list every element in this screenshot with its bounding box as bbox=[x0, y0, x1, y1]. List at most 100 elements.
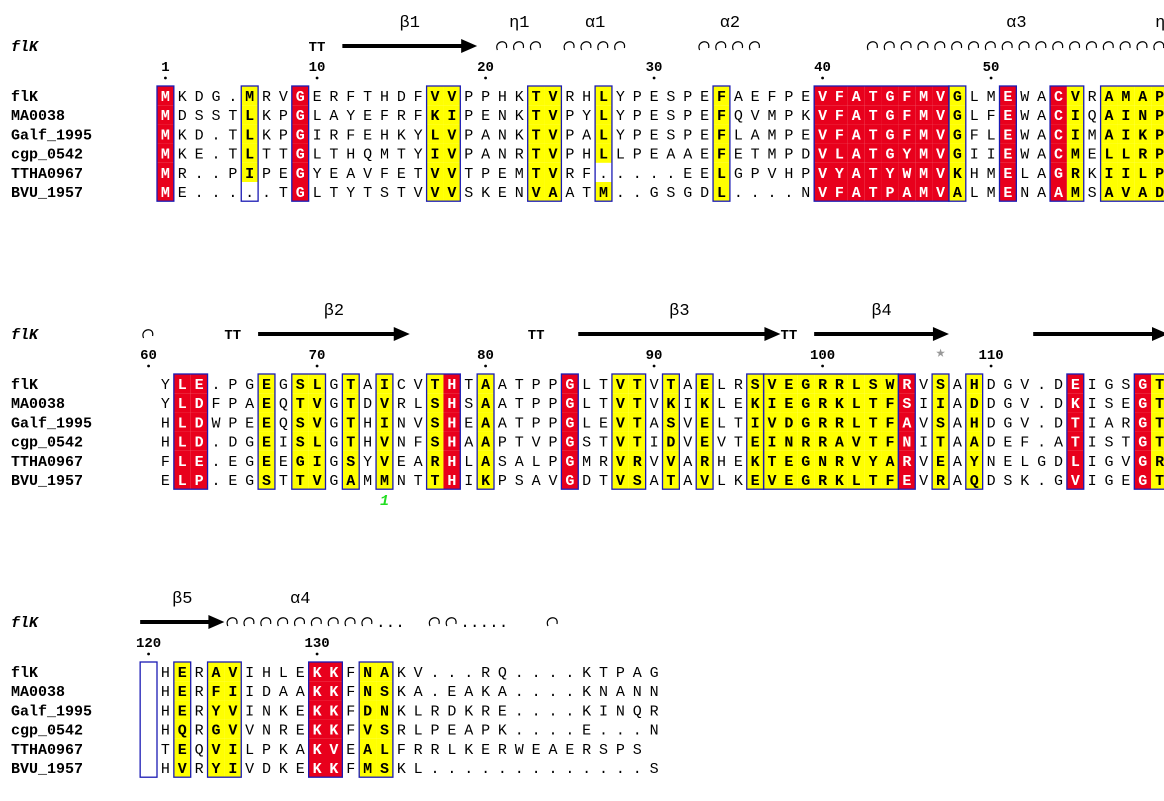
similar-cell bbox=[173, 700, 191, 720]
residue: R bbox=[818, 396, 827, 413]
identical-cell bbox=[898, 86, 916, 106]
ruler-number: 110 bbox=[978, 348, 1003, 364]
residue: S bbox=[464, 185, 473, 202]
residue: A bbox=[633, 665, 642, 682]
similar-cell bbox=[847, 450, 865, 470]
similar-cell bbox=[696, 412, 714, 432]
similar-cell bbox=[1151, 162, 1164, 182]
residue: V bbox=[919, 454, 928, 471]
identical-cell bbox=[1134, 393, 1152, 413]
residue: V bbox=[313, 415, 322, 432]
identical-cell bbox=[1066, 412, 1084, 432]
residue: K bbox=[279, 703, 288, 720]
residue: P bbox=[1155, 147, 1164, 164]
residue: P bbox=[885, 185, 894, 202]
residue: G bbox=[565, 415, 574, 432]
identical-cell bbox=[308, 758, 326, 778]
residue: R bbox=[498, 742, 507, 759]
residue: T bbox=[346, 377, 355, 394]
residue: . bbox=[565, 665, 574, 682]
residue: F bbox=[346, 127, 355, 144]
residue: . bbox=[616, 761, 625, 778]
similar-cell bbox=[814, 431, 831, 451]
residue: D bbox=[1155, 185, 1164, 202]
residue: V bbox=[1121, 454, 1130, 471]
conservation-frame bbox=[695, 373, 714, 490]
residue: . bbox=[464, 665, 473, 682]
residue: V bbox=[1071, 473, 1080, 490]
residue: E bbox=[195, 377, 204, 394]
residue: K bbox=[498, 723, 507, 740]
residue: Y bbox=[414, 127, 423, 144]
similar-cell bbox=[595, 143, 612, 163]
residue: E bbox=[498, 185, 507, 202]
similar-cell bbox=[746, 412, 764, 432]
residue: A bbox=[1037, 147, 1046, 164]
residue: G bbox=[245, 377, 254, 394]
residue: E bbox=[1003, 108, 1012, 125]
residue: S bbox=[515, 473, 524, 490]
similar-cell bbox=[746, 431, 764, 451]
residue: V bbox=[683, 435, 692, 452]
residue: L bbox=[1020, 454, 1029, 471]
residue: P bbox=[801, 166, 810, 183]
residue: T bbox=[869, 147, 878, 164]
residue: P bbox=[464, 127, 473, 144]
residue: T bbox=[397, 147, 406, 164]
residue: Y bbox=[363, 454, 372, 471]
residue: S bbox=[431, 435, 440, 452]
similar-cell bbox=[932, 393, 949, 413]
conservation-frame bbox=[291, 85, 310, 202]
residue: S bbox=[633, 742, 642, 759]
similar-cell bbox=[965, 470, 983, 490]
identical-cell bbox=[915, 143, 933, 163]
residue: T bbox=[633, 435, 642, 452]
residue: H bbox=[380, 89, 389, 106]
similar-cell bbox=[443, 162, 461, 182]
residue: F bbox=[582, 166, 591, 183]
residue: M bbox=[768, 147, 777, 164]
residue: K bbox=[464, 742, 473, 759]
residue: G bbox=[211, 89, 220, 106]
residue: A bbox=[1037, 108, 1046, 125]
similar-cell bbox=[763, 470, 781, 490]
residue: S bbox=[296, 377, 305, 394]
residue: Y bbox=[616, 108, 625, 125]
residue: N bbox=[363, 684, 372, 701]
residue: A bbox=[1105, 89, 1114, 106]
residue: E bbox=[784, 396, 793, 413]
residue: P bbox=[565, 127, 574, 144]
residue: Q bbox=[279, 396, 288, 413]
residue: E bbox=[1121, 396, 1130, 413]
strand-arrowhead bbox=[461, 39, 478, 53]
residue: F bbox=[970, 127, 979, 144]
residue: M bbox=[161, 185, 170, 202]
similar-cell bbox=[864, 393, 882, 413]
residue: A bbox=[582, 127, 591, 144]
residue: E bbox=[582, 723, 591, 740]
identical-cell bbox=[157, 143, 174, 163]
residue: R bbox=[1071, 166, 1080, 183]
residue: V bbox=[447, 147, 456, 164]
residue: V bbox=[178, 761, 187, 778]
residue: Q bbox=[1088, 108, 1097, 125]
similar-cell bbox=[426, 450, 444, 470]
residue: F bbox=[835, 185, 844, 202]
residue: K bbox=[329, 761, 338, 778]
residue: K bbox=[329, 665, 338, 682]
residue: A bbox=[902, 415, 911, 432]
residue: F bbox=[902, 127, 911, 144]
similar-cell bbox=[258, 393, 275, 413]
identical-cell bbox=[999, 162, 1017, 182]
similar-cell bbox=[847, 393, 865, 413]
residue: K bbox=[734, 473, 743, 490]
residue: A bbox=[953, 415, 962, 432]
identical-cell bbox=[847, 86, 865, 106]
residue: K bbox=[835, 473, 844, 490]
conservation-frame bbox=[476, 373, 495, 490]
residue: V bbox=[616, 435, 625, 452]
similar-cell bbox=[881, 374, 899, 394]
residue: R bbox=[279, 723, 288, 740]
residue: . bbox=[616, 166, 625, 183]
residue: G bbox=[801, 415, 810, 432]
